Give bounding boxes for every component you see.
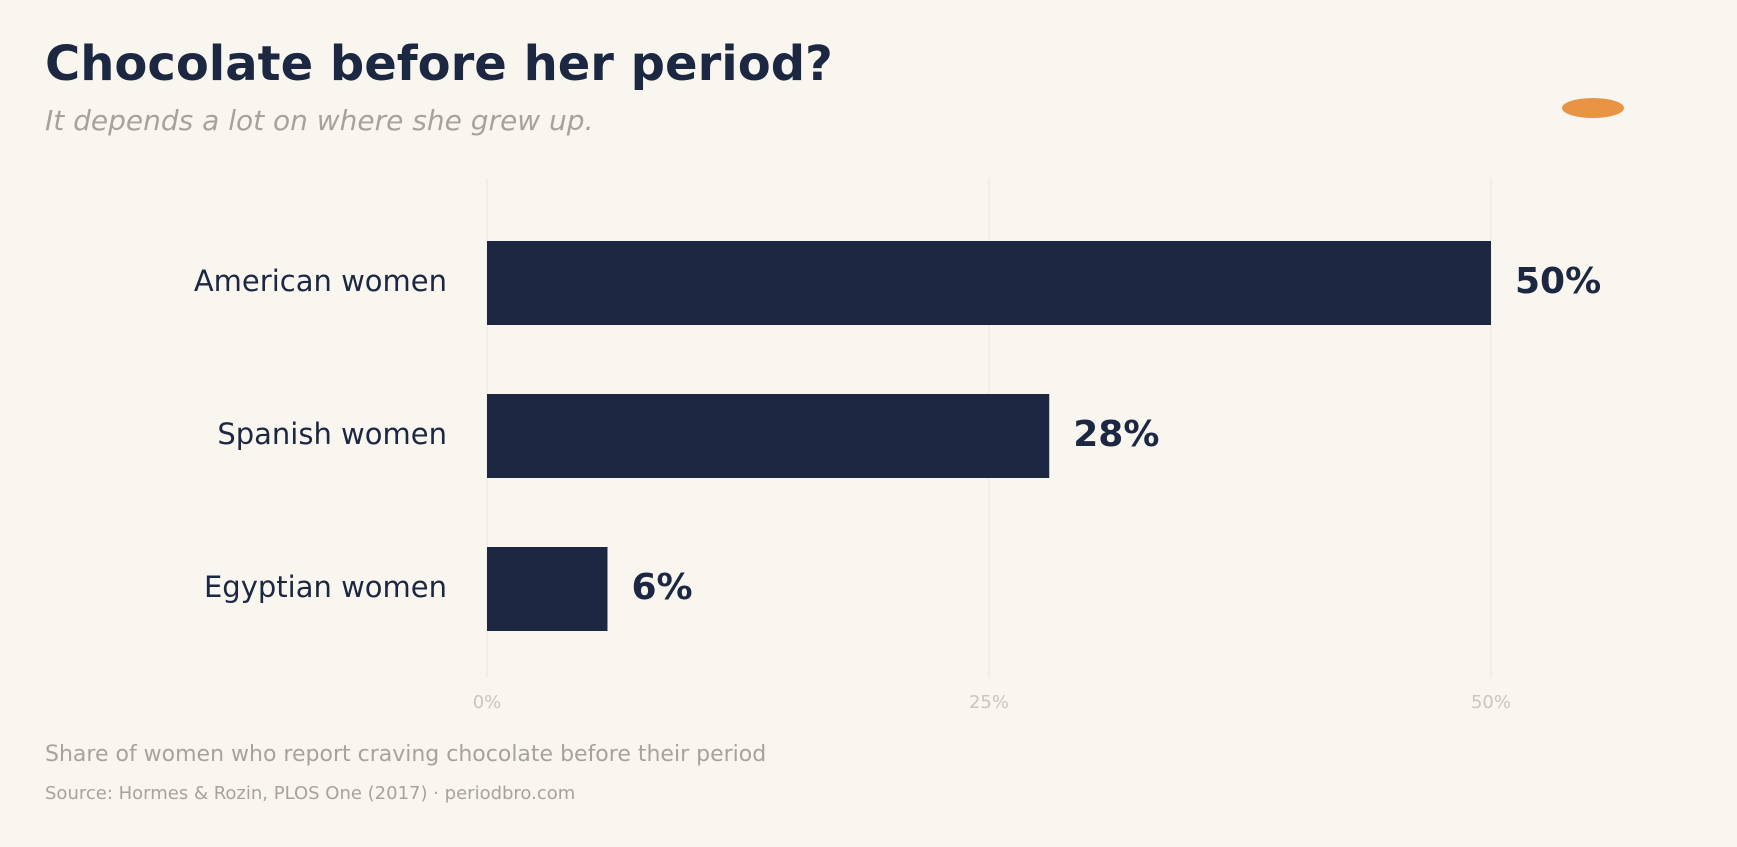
category-label: American women: [194, 264, 447, 298]
chart-source: Source: Hormes & Rozin, PLOS One (2017) …: [45, 783, 576, 804]
category-label: Egyptian women: [204, 570, 447, 604]
x-tick-label: 25%: [969, 692, 1009, 713]
chart-title: Chocolate before her period?: [45, 36, 833, 92]
bar: [487, 394, 1050, 478]
brand-logo-dot: [1562, 98, 1624, 118]
bar: [487, 547, 608, 631]
category-label: Spanish women: [217, 417, 447, 451]
x-tick-label: 50%: [1471, 692, 1511, 713]
x-tick-label: 0%: [473, 692, 502, 713]
chart-caption: Share of women who report craving chocol…: [45, 742, 767, 767]
chart-subtitle: It depends a lot on where she grew up.: [45, 104, 594, 137]
bar: [487, 241, 1491, 325]
value-label: 50%: [1515, 261, 1601, 302]
value-label: 28%: [1073, 414, 1159, 455]
value-label: 6%: [631, 567, 692, 608]
